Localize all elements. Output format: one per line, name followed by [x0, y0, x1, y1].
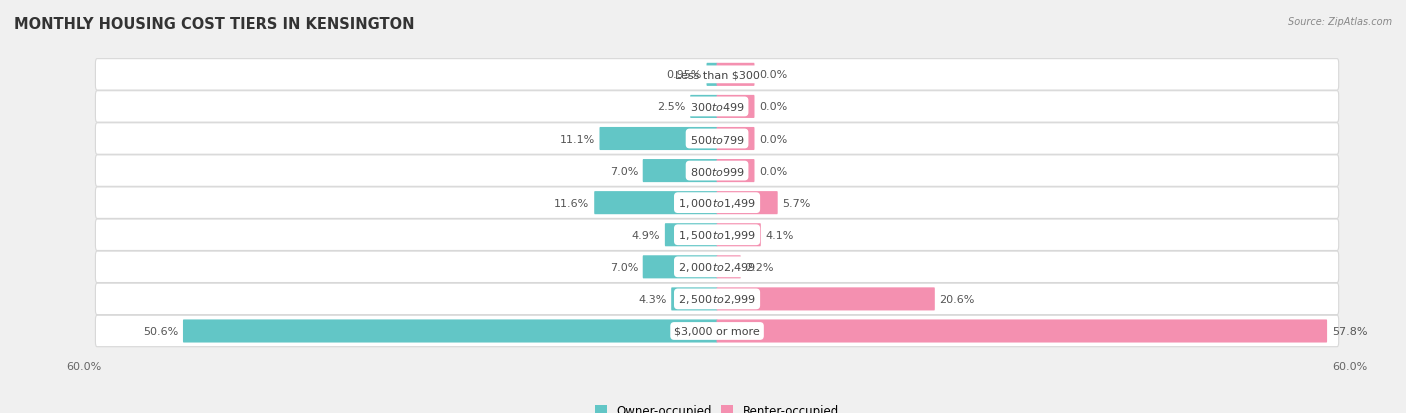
- FancyBboxPatch shape: [690, 96, 717, 119]
- FancyBboxPatch shape: [717, 288, 935, 311]
- Text: 57.8%: 57.8%: [1331, 326, 1367, 336]
- Text: $1,500 to $1,999: $1,500 to $1,999: [678, 229, 756, 242]
- FancyBboxPatch shape: [717, 256, 741, 279]
- FancyBboxPatch shape: [599, 128, 717, 151]
- Text: 4.9%: 4.9%: [631, 230, 661, 240]
- FancyBboxPatch shape: [96, 92, 1339, 123]
- Text: 4.1%: 4.1%: [765, 230, 794, 240]
- FancyBboxPatch shape: [96, 252, 1339, 283]
- FancyBboxPatch shape: [96, 155, 1339, 187]
- Text: 4.3%: 4.3%: [638, 294, 666, 304]
- Text: 50.6%: 50.6%: [143, 326, 179, 336]
- FancyBboxPatch shape: [96, 188, 1339, 219]
- FancyBboxPatch shape: [96, 123, 1339, 155]
- Text: 0.0%: 0.0%: [759, 70, 787, 80]
- Text: 5.7%: 5.7%: [783, 198, 811, 208]
- FancyBboxPatch shape: [717, 192, 778, 215]
- FancyBboxPatch shape: [665, 224, 717, 247]
- FancyBboxPatch shape: [96, 219, 1339, 251]
- Legend: Owner-occupied, Renter-occupied: Owner-occupied, Renter-occupied: [595, 404, 839, 413]
- Text: $500 to $799: $500 to $799: [689, 133, 745, 145]
- FancyBboxPatch shape: [717, 64, 755, 87]
- FancyBboxPatch shape: [717, 128, 755, 151]
- Text: MONTHLY HOUSING COST TIERS IN KENSINGTON: MONTHLY HOUSING COST TIERS IN KENSINGTON: [14, 17, 415, 31]
- Text: $3,000 or more: $3,000 or more: [675, 326, 759, 336]
- Text: $300 to $499: $300 to $499: [689, 101, 745, 113]
- Text: 0.95%: 0.95%: [666, 70, 702, 80]
- Text: $2,000 to $2,499: $2,000 to $2,499: [678, 261, 756, 274]
- Text: 11.1%: 11.1%: [560, 134, 595, 144]
- Text: 0.0%: 0.0%: [759, 134, 787, 144]
- Text: 0.0%: 0.0%: [759, 166, 787, 176]
- FancyBboxPatch shape: [671, 288, 717, 311]
- FancyBboxPatch shape: [595, 192, 717, 215]
- Text: 7.0%: 7.0%: [610, 166, 638, 176]
- FancyBboxPatch shape: [717, 160, 755, 183]
- Text: $2,500 to $2,999: $2,500 to $2,999: [678, 293, 756, 306]
- FancyBboxPatch shape: [183, 320, 717, 343]
- FancyBboxPatch shape: [707, 64, 717, 87]
- FancyBboxPatch shape: [643, 160, 717, 183]
- FancyBboxPatch shape: [643, 256, 717, 279]
- Text: 0.0%: 0.0%: [759, 102, 787, 112]
- Text: 20.6%: 20.6%: [939, 294, 974, 304]
- Text: Less than $300: Less than $300: [675, 70, 759, 80]
- FancyBboxPatch shape: [96, 59, 1339, 91]
- Text: 2.5%: 2.5%: [657, 102, 686, 112]
- Text: 11.6%: 11.6%: [554, 198, 589, 208]
- FancyBboxPatch shape: [717, 224, 761, 247]
- FancyBboxPatch shape: [717, 320, 1327, 343]
- Text: Source: ZipAtlas.com: Source: ZipAtlas.com: [1288, 17, 1392, 26]
- Text: 7.0%: 7.0%: [610, 262, 638, 272]
- Text: $1,000 to $1,499: $1,000 to $1,499: [678, 197, 756, 210]
- Text: 2.2%: 2.2%: [745, 262, 775, 272]
- FancyBboxPatch shape: [96, 283, 1339, 315]
- FancyBboxPatch shape: [96, 316, 1339, 347]
- FancyBboxPatch shape: [717, 96, 755, 119]
- Text: $800 to $999: $800 to $999: [689, 165, 745, 177]
